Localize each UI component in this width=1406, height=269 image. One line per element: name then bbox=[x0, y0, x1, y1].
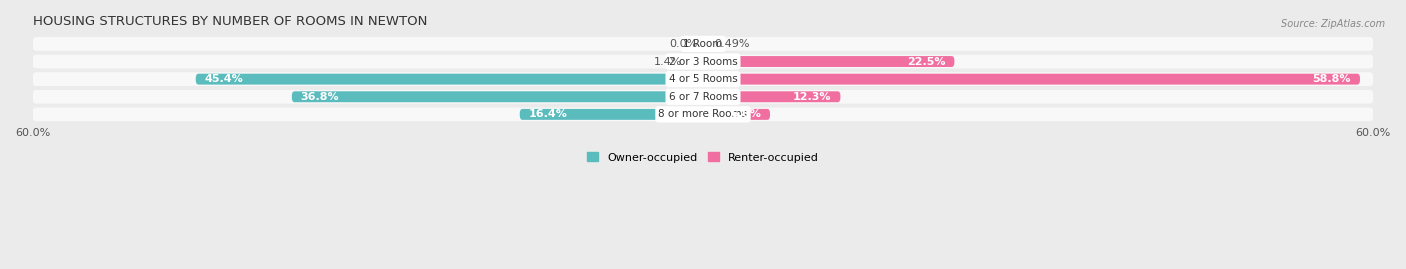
Text: 12.3%: 12.3% bbox=[793, 92, 831, 102]
FancyBboxPatch shape bbox=[32, 55, 1374, 68]
FancyBboxPatch shape bbox=[703, 74, 1360, 85]
Text: HOUSING STRUCTURES BY NUMBER OF ROOMS IN NEWTON: HOUSING STRUCTURES BY NUMBER OF ROOMS IN… bbox=[32, 15, 427, 28]
FancyBboxPatch shape bbox=[292, 91, 703, 102]
Text: 45.4%: 45.4% bbox=[205, 74, 243, 84]
FancyBboxPatch shape bbox=[32, 37, 1374, 51]
Text: 0.0%: 0.0% bbox=[669, 39, 697, 49]
Text: 36.8%: 36.8% bbox=[301, 92, 339, 102]
Text: 1 Room: 1 Room bbox=[683, 39, 723, 49]
Text: 8 or more Rooms: 8 or more Rooms bbox=[658, 109, 748, 119]
FancyBboxPatch shape bbox=[703, 38, 709, 49]
Text: 6.0%: 6.0% bbox=[730, 109, 761, 119]
Text: 22.5%: 22.5% bbox=[907, 56, 945, 66]
Text: 16.4%: 16.4% bbox=[529, 109, 568, 119]
FancyBboxPatch shape bbox=[688, 56, 703, 67]
Text: 1.4%: 1.4% bbox=[654, 56, 682, 66]
Text: 2 or 3 Rooms: 2 or 3 Rooms bbox=[669, 56, 737, 66]
FancyBboxPatch shape bbox=[32, 90, 1374, 104]
Text: 4 or 5 Rooms: 4 or 5 Rooms bbox=[669, 74, 737, 84]
FancyBboxPatch shape bbox=[520, 109, 703, 120]
Legend: Owner-occupied, Renter-occupied: Owner-occupied, Renter-occupied bbox=[582, 148, 824, 167]
FancyBboxPatch shape bbox=[703, 56, 955, 67]
Text: 6 or 7 Rooms: 6 or 7 Rooms bbox=[669, 92, 737, 102]
Text: 58.8%: 58.8% bbox=[1313, 74, 1351, 84]
FancyBboxPatch shape bbox=[703, 109, 770, 120]
Text: 0.49%: 0.49% bbox=[714, 39, 749, 49]
FancyBboxPatch shape bbox=[32, 72, 1374, 86]
Text: Source: ZipAtlas.com: Source: ZipAtlas.com bbox=[1281, 19, 1385, 29]
FancyBboxPatch shape bbox=[703, 91, 841, 102]
FancyBboxPatch shape bbox=[32, 108, 1374, 121]
FancyBboxPatch shape bbox=[195, 74, 703, 85]
